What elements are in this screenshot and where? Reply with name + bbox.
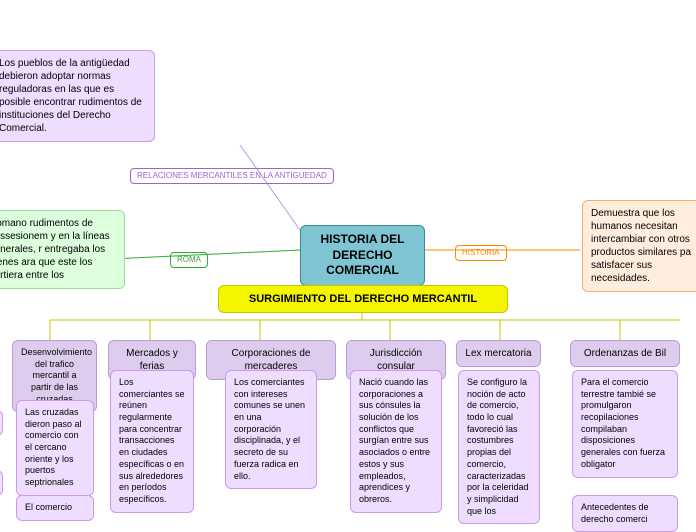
- label-roma: ROMA: [170, 252, 208, 268]
- col2-body-text: Los comerciantes se reúnen regularmente …: [119, 377, 185, 504]
- box-historia: Demuestra que los humanos necesitan inte…: [582, 200, 696, 292]
- label-historia-text: HISTORIA: [462, 248, 500, 257]
- fragment-ase: ase: [0, 470, 3, 496]
- box-antiguedad: Los pueblos de la antigüedad debieron ad…: [0, 50, 155, 142]
- col1-body1: Las cruzadas dieron paso al comercio con…: [16, 400, 94, 496]
- label-relaciones-text: RELACIONES MERCANTILES EN LA ANTIGUEDAD: [137, 171, 327, 180]
- label-relaciones: RELACIONES MERCANTILES EN LA ANTIGUEDAD: [130, 168, 334, 184]
- col4-body: Nació cuando las corporaciones a sus cón…: [350, 370, 442, 513]
- label-roma-text: ROMA: [177, 255, 201, 264]
- col6-header-text: Ordenanzas de Bil: [584, 348, 666, 359]
- col1-header-text: Desenvolvimiento del trafico mercantil a…: [21, 347, 92, 404]
- col1-body2: El comercio: [16, 495, 94, 521]
- col4-header-text: Jurisdicción consular: [370, 348, 422, 372]
- col6-body2-text: Antecedentes de derecho comerci: [581, 502, 649, 524]
- col3-header-text: Corporaciones de mercaderes: [232, 348, 311, 372]
- col6-body: Para el comercio terrestre tambié se pro…: [572, 370, 678, 478]
- col4-body-text: Nació cuando las corporaciones a sus cón…: [359, 377, 430, 504]
- col1-body1-text: Las cruzadas dieron paso al comercio con…: [25, 407, 82, 487]
- subtitle-node: SURGIMIENTO DEL DERECHO MERCANTIL: [218, 285, 508, 313]
- col3-body-text: Los comerciantes con intereses comunes s…: [234, 377, 305, 481]
- box-romano-text: Romano rudimentos de possesionem y en la…: [0, 218, 110, 281]
- box-historia-text: Demuestra que los humanos necesitan inte…: [591, 208, 691, 284]
- box-romano: Romano rudimentos de possesionem y en la…: [0, 210, 125, 289]
- central-node: HISTORIA DEL DERECHO COMERCIAL: [300, 225, 425, 286]
- col5-body: Se configuro la noción de acto de comerc…: [458, 370, 540, 524]
- col6-body2: Antecedentes de derecho comerci: [572, 495, 678, 532]
- col1-body2-text: El comercio: [25, 502, 72, 512]
- col5-header: Lex mercatoria: [456, 340, 541, 367]
- col5-body-text: Se configuro la noción de acto de comerc…: [467, 377, 529, 516]
- col2-header-text: Mercados y ferias: [126, 348, 178, 372]
- central-title: HISTORIA DEL DERECHO COMERCIAL: [320, 232, 404, 277]
- col3-body: Los comerciantes con intereses comunes s…: [225, 370, 317, 489]
- col6-body-text: Para el comercio terrestre tambié se pro…: [581, 377, 665, 469]
- fragment-nte: nte: [0, 410, 3, 436]
- col6-header: Ordenanzas de Bil: [570, 340, 680, 367]
- subtitle-text: SURGIMIENTO DEL DERECHO MERCANTIL: [249, 293, 477, 305]
- label-historia: HISTORIA: [455, 245, 507, 261]
- col5-header-text: Lex mercatoria: [465, 348, 531, 359]
- box-antiguedad-text: Los pueblos de la antigüedad debieron ad…: [0, 58, 142, 134]
- col2-body: Los comerciantes se reúnen regularmente …: [110, 370, 194, 513]
